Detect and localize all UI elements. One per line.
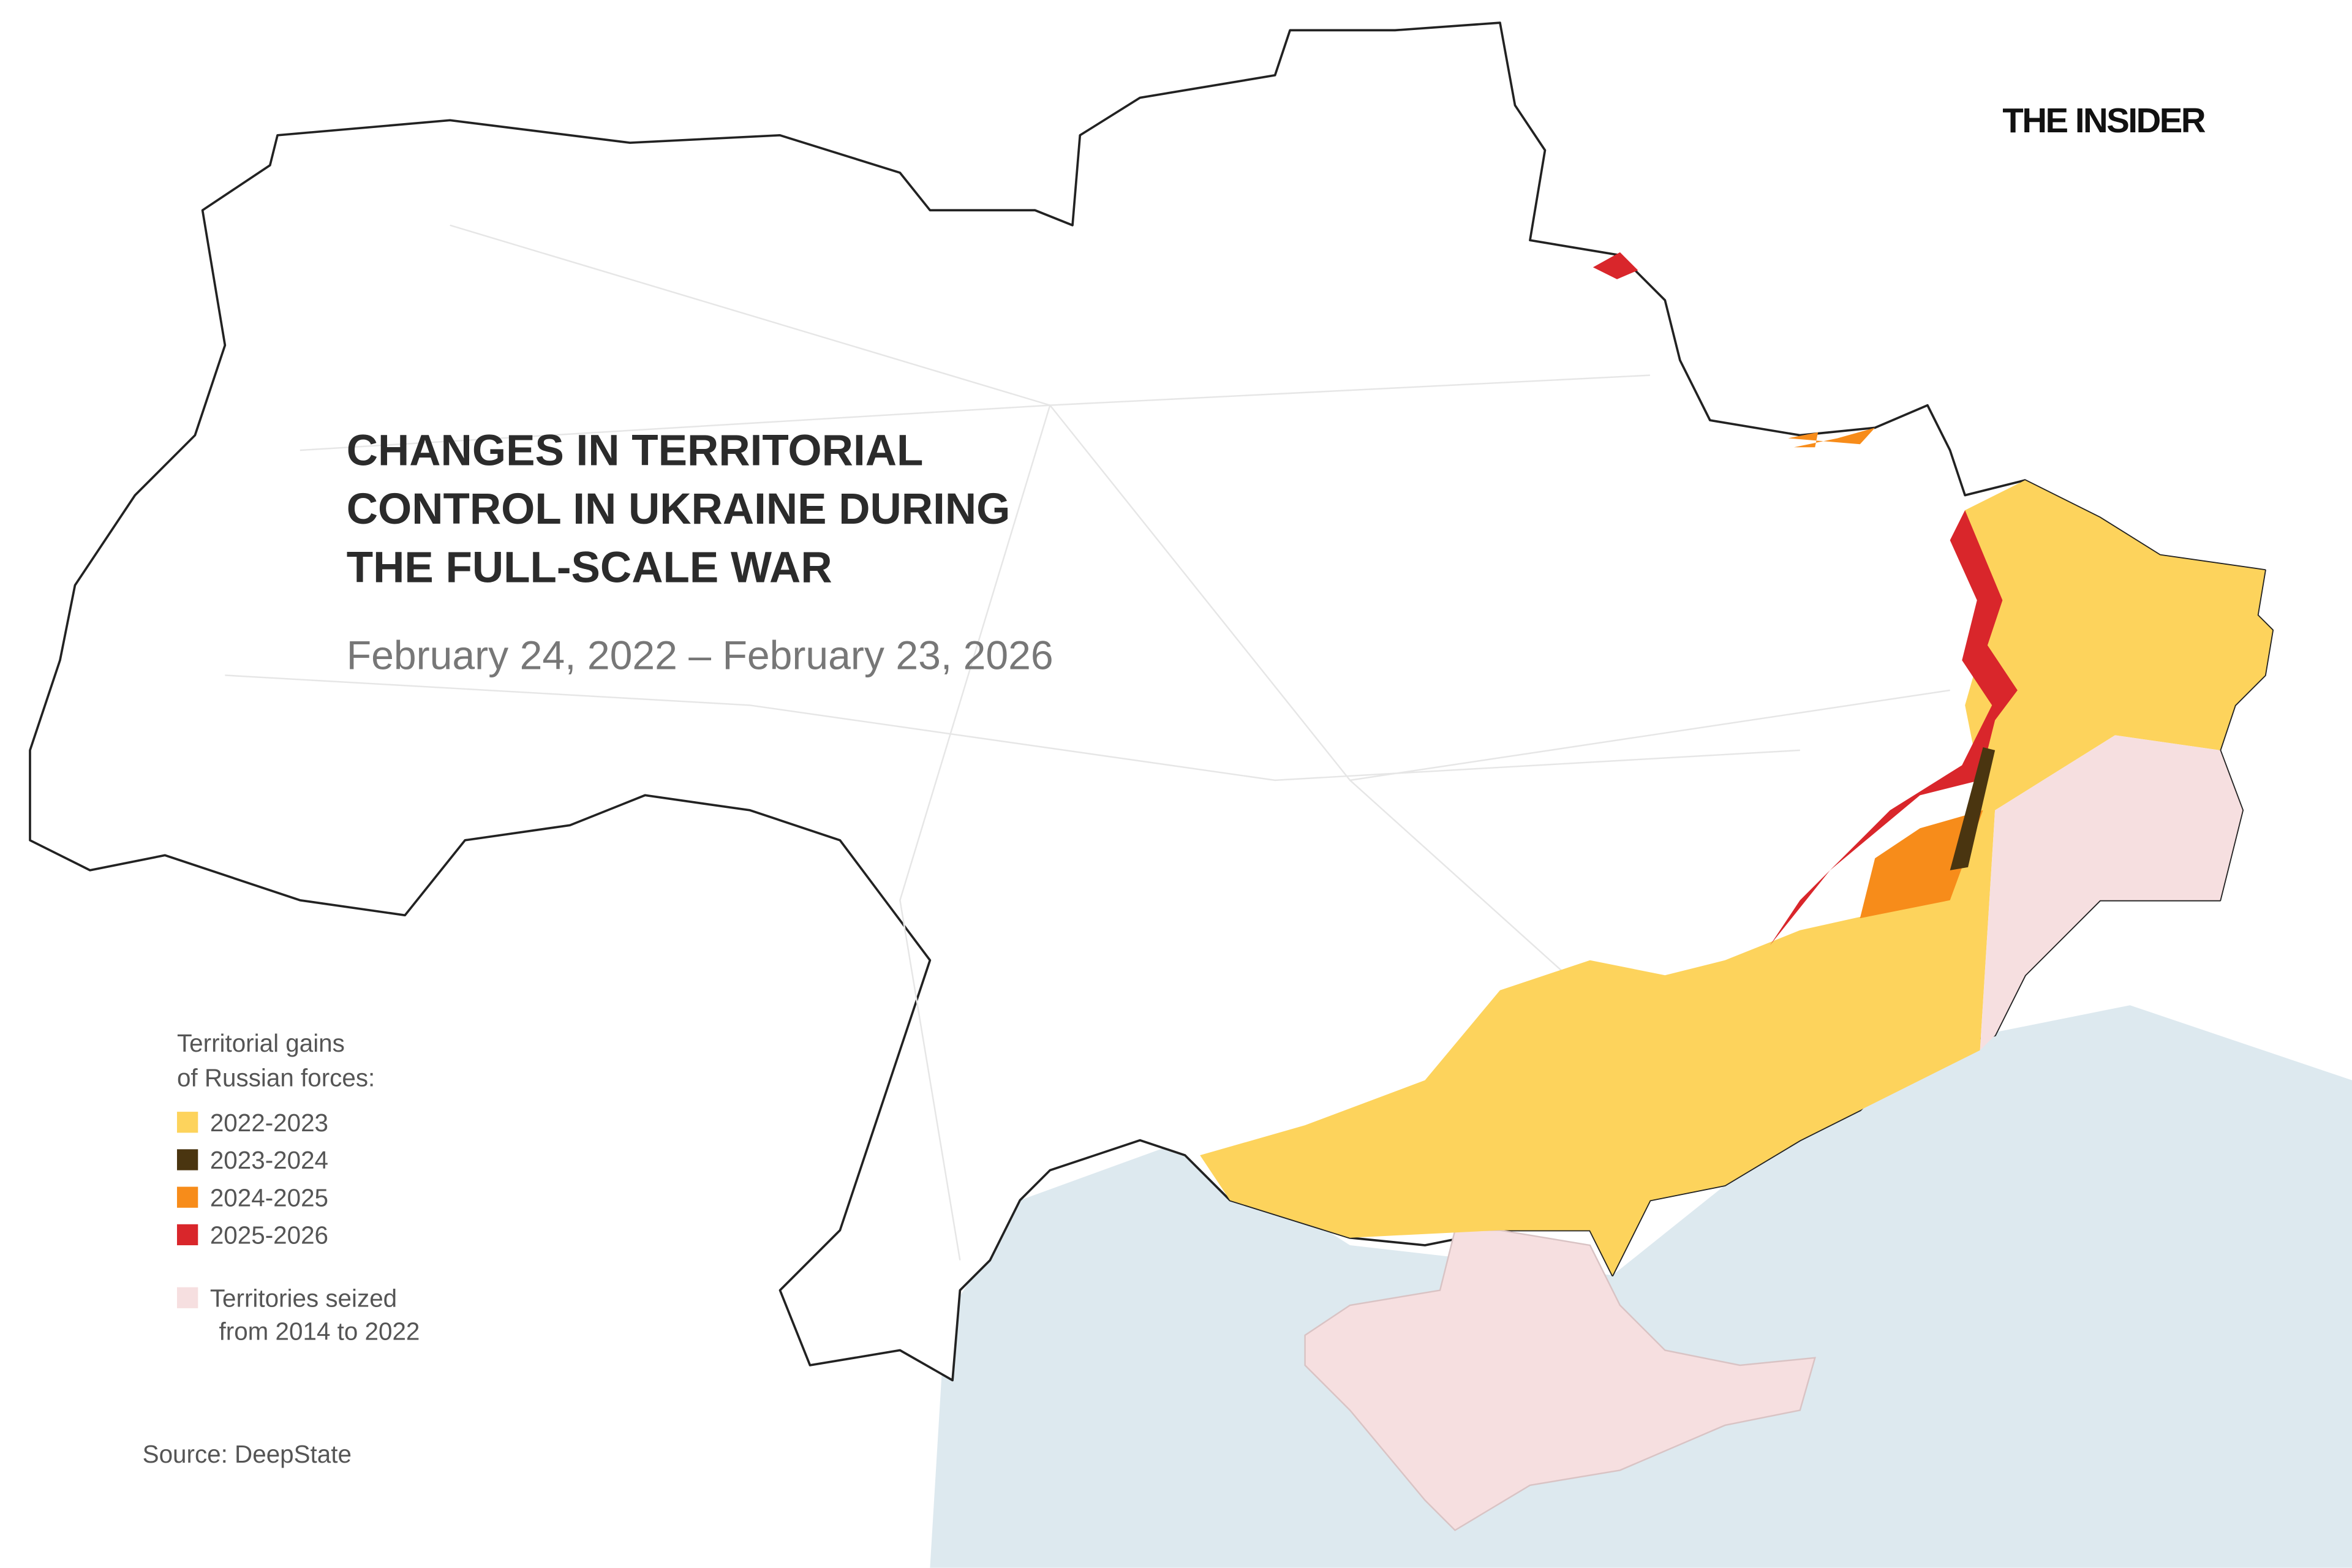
legend-title: of Russian forces:	[177, 1063, 375, 1091]
legend-label: 2023-2024	[210, 1146, 328, 1174]
legend-swatch	[176, 1149, 198, 1170]
brand: THE INSIDER	[2002, 101, 2206, 140]
legend-label: 2025-2026	[210, 1221, 328, 1250]
gains-2023-2024	[1950, 747, 1996, 870]
legend-swatch	[176, 1287, 198, 1308]
legend-swatch	[176, 1112, 198, 1133]
donbas-seized	[1980, 735, 2243, 1050]
legend: 2022-2023 2023-2024 2024-2025 2025-2026	[176, 1109, 328, 1250]
gains-2025-2026-north	[1593, 252, 1638, 279]
title-line: CONTROL IN UKRAINE DURING	[347, 485, 1011, 533]
legend-label: 2024-2025	[210, 1183, 328, 1212]
source: Source: DeepState	[143, 1440, 352, 1468]
title-line: THE FULL-SCALE WAR	[347, 544, 832, 592]
legend-swatch	[176, 1186, 198, 1208]
sea	[930, 1005, 2352, 1568]
gains-2024-2025	[1860, 810, 1983, 919]
legend-label: from 2014 to 2022	[219, 1317, 420, 1345]
legend-swatch	[176, 1224, 198, 1246]
subtitle: February 24, 2022 – February 23, 2026	[347, 633, 1054, 679]
legend-label: Territories seized	[210, 1284, 397, 1312]
legend-label: 2022-2023	[210, 1109, 328, 1137]
legend-title: Territorial gains	[177, 1029, 345, 1057]
gains-2024-2025-north	[1788, 428, 1875, 448]
roads	[225, 224, 1950, 1261]
title-line: CHANGES IN TERRITORIAL	[347, 427, 924, 475]
